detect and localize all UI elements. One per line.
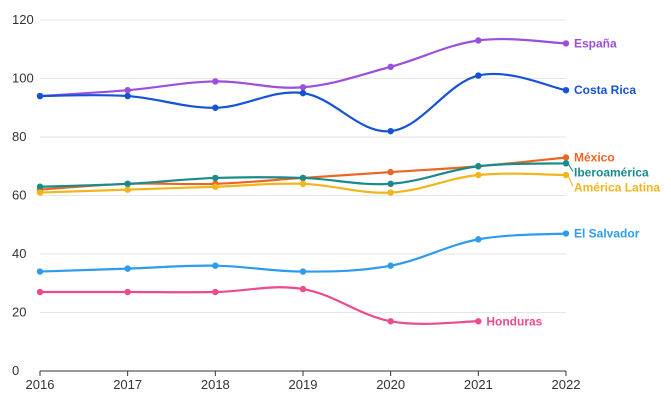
data-point-america-latina-2018 [212,183,219,190]
x-tick-label-2019: 2019 [289,377,318,392]
series-label-honduras: Honduras [486,314,542,328]
x-tick-label-2020: 2020 [376,377,405,392]
data-point-el-salvador-2016 [36,268,44,275]
data-point-costa-rica-2017 [124,92,131,100]
series-line-honduras [39,286,479,325]
y-tick-label-120: 120 [12,12,34,27]
grid [40,19,566,313]
data-point-el-salvador-2018 [212,262,219,269]
data-point-america-latina-2022 [562,171,570,179]
label-leader-iberoamerica [567,163,574,172]
series-america-latina [36,171,570,196]
data-point-el-salvador-2022 [562,230,570,237]
x-tick-label-2022: 2022 [552,377,581,392]
series-iberoamerica [36,160,570,190]
series-line-el-salvador [39,232,567,273]
y-tick-label-0: 0 [12,363,19,378]
series-label-el-salvador: El Salvador [574,227,640,241]
data-point-iberoamerica-2022 [562,160,570,167]
data-point-honduras-2019 [299,285,307,293]
y-tick-label-60: 60 [12,188,26,203]
data-point-costa-rica-2018 [212,104,219,111]
series-label-mexico: México [574,150,615,164]
axes: 0 20 40 60 80 100 120 2016 2017 2018 2019 2020 2021 2… [12,12,580,392]
x-tick-label-2016: 2016 [26,377,55,392]
y-tick-label-80: 80 [12,129,26,144]
series-label-costa-rica: Costa Rica [574,83,636,97]
data-point-el-salvador-2019 [299,268,307,275]
data-point-espana-2017 [124,87,131,94]
data-point-costa-rica-2021 [475,72,482,79]
data-point-iberoamerica-2020 [387,180,394,187]
data-point-costa-rica-2019 [299,89,307,97]
y-tick-label-40: 40 [12,246,26,261]
data-point-iberoamerica-2018 [212,174,219,182]
data-point-honduras-2020 [387,318,394,325]
data-point-iberoamerica-2021 [475,163,482,170]
series-line-costa-rica [39,72,567,133]
series-costa-rica [36,72,570,135]
data-point-america-latina-2019 [299,180,307,187]
data-point-america-latina-2020 [387,189,394,196]
data-point-mexico-2022 [562,154,570,161]
data-point-iberoamerica-2016 [36,183,44,190]
data-point-espana-2019 [299,84,307,91]
y-tick-label-20: 20 [12,305,26,320]
data-point-espana-2020 [387,63,394,70]
data-point-america-latina-2021 [475,171,482,179]
series-lines [36,37,570,325]
data-point-america-latina-2017 [124,186,131,193]
data-point-honduras-2016 [36,288,44,296]
data-point-costa-rica-2022 [562,87,570,94]
y-tick-label-100: 100 [12,71,34,86]
data-point-honduras-2017 [124,288,131,296]
data-point-el-salvador-2021 [475,236,482,243]
data-point-el-salvador-2017 [124,265,131,272]
data-point-espana-2018 [212,78,219,85]
data-point-espana-2022 [562,40,570,47]
series-labels: España Costa Rica MéxicoIberoaméricaAméric… [486,36,660,328]
data-point-espana-2021 [475,37,482,44]
data-point-honduras-2018 [212,288,219,296]
series-el-salvador [36,230,570,275]
series-honduras [36,285,482,325]
x-tick-label-2021: 2021 [464,377,493,392]
data-point-costa-rica-2016 [36,92,44,100]
series-label-espana: España [574,36,617,50]
x-tick-label-2018: 2018 [201,377,230,392]
data-point-honduras-2021 [475,318,482,325]
data-point-iberoamerica-2017 [124,180,131,187]
series-label-iberoamerica: Iberoamérica [574,165,649,179]
data-point-costa-rica-2020 [387,127,394,135]
series-label-america-latina: América Latina [574,180,660,194]
x-tick-label-2017: 2017 [113,377,142,392]
data-point-iberoamerica-2019 [299,174,307,182]
data-point-mexico-2020 [387,168,394,176]
label-leader-america-latina [567,174,574,187]
data-point-america-latina-2016 [36,189,44,196]
data-point-el-salvador-2020 [387,262,394,269]
